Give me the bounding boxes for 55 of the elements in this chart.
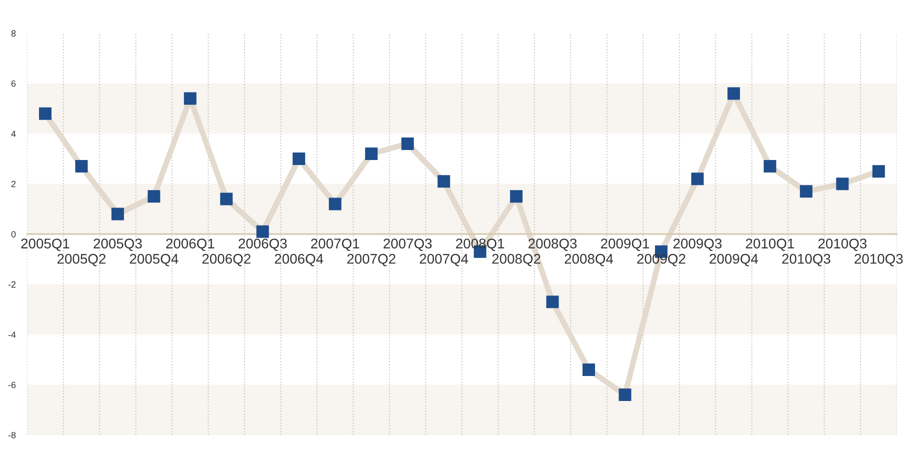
point <box>800 185 812 198</box>
x-tick-label: 2005Q4 <box>130 254 178 266</box>
point <box>872 165 885 178</box>
point <box>582 363 596 376</box>
point <box>328 198 342 210</box>
x-tick-label: 2009Q2 <box>637 254 686 266</box>
y-tick-label: 2 <box>11 180 16 188</box>
point <box>691 172 704 186</box>
x-tick-label: 2005Q1 <box>21 238 70 251</box>
y-tick-label: 4 <box>11 130 16 137</box>
x-tick-label: 2010Q3 <box>782 254 830 266</box>
x-tick-label: 2008Q3 <box>528 238 577 251</box>
point <box>365 147 378 160</box>
x-tick-label: 2006Q1 <box>166 238 214 251</box>
point <box>111 208 124 220</box>
point <box>727 87 740 100</box>
x-tick-label: 2010Q3 <box>854 254 903 266</box>
point <box>764 160 776 173</box>
x-tick-label: 2008Q1 <box>456 238 504 251</box>
point <box>618 388 632 402</box>
x-tick-label: 2006Q4 <box>274 254 324 266</box>
y-tick-label: 6 <box>11 80 16 87</box>
point <box>220 192 233 206</box>
point <box>836 178 849 190</box>
x-tick-label: 2005Q2 <box>57 254 106 266</box>
x-tick-label: 2009Q1 <box>600 238 650 251</box>
y-tick-label: -4 <box>8 332 16 338</box>
point <box>401 137 414 150</box>
point <box>75 160 88 173</box>
x-tick-label: 2007Q3 <box>384 238 432 251</box>
y-tick-label: -6 <box>8 382 16 388</box>
y-tick-label: 0 <box>11 231 16 238</box>
x-tick-label: 2007Q1 <box>311 238 360 251</box>
y-tick-label: -2 <box>8 281 16 288</box>
x-tick-label: 2007Q2 <box>347 254 396 266</box>
point <box>256 225 269 238</box>
x-tick-label: 2006Q2 <box>202 254 250 266</box>
point <box>184 92 196 105</box>
x-tick-label: 2007Q4 <box>420 254 468 266</box>
x-tick-label: 2008Q2 <box>492 254 540 266</box>
y-tick-label: -8 <box>8 432 16 438</box>
x-tick-label: 2010Q3 <box>818 238 867 251</box>
point <box>438 175 450 188</box>
point <box>148 190 160 203</box>
point <box>292 152 306 166</box>
point <box>510 190 523 203</box>
point <box>38 107 52 120</box>
point <box>546 296 559 308</box>
x-tick-label: 2005Q3 <box>94 238 142 251</box>
x-tick-label: 2009Q4 <box>710 254 758 266</box>
x-tick-label: 2010Q1 <box>746 238 794 251</box>
x-tick-label: 2009Q3 <box>673 238 722 251</box>
y-tick-label: 8 <box>11 30 16 37</box>
x-tick-label: 2008Q4 <box>564 254 614 266</box>
x-tick-label: 2006Q3 <box>238 238 287 251</box>
